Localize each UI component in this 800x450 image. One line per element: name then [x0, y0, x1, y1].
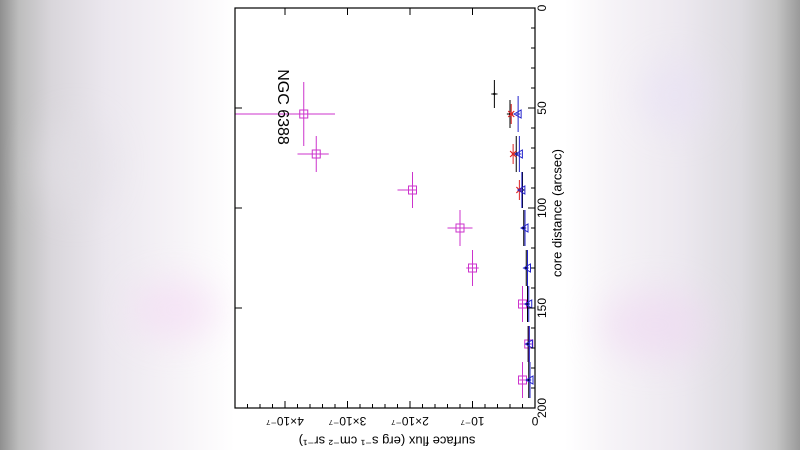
data-point	[516, 185, 526, 195]
background-left	[0, 0, 235, 450]
data-series	[507, 104, 523, 200]
data-point	[522, 263, 531, 273]
data-point	[493, 92, 496, 96]
y-tick-label: 3×10⁻⁷	[329, 414, 367, 428]
data-point	[509, 150, 517, 158]
x-axis-label: core distance (arcsec)	[549, 149, 564, 277]
chart-title: NGC 6388	[274, 69, 291, 145]
x-tick-label: 0	[535, 4, 549, 11]
background-blur	[40, 120, 110, 210]
y-tick-label: 0	[531, 414, 538, 428]
y-tick-label: 10⁻⁷	[460, 414, 484, 428]
data-point	[524, 339, 533, 349]
chart-marks	[235, 80, 534, 398]
background-blur	[640, 60, 710, 130]
data-point	[507, 110, 515, 118]
x-tick-label: 100	[535, 198, 549, 218]
chart-background	[235, 0, 565, 450]
data-point	[513, 109, 522, 119]
data-point	[524, 375, 534, 385]
y-tick-label: 2×10⁻⁷	[391, 414, 429, 428]
x-tick-label: 200	[535, 398, 549, 418]
data-point	[299, 109, 309, 119]
data-point	[311, 149, 321, 159]
y-axis-label: surface flux (erg s⁻¹ cm⁻² sr⁻¹)	[299, 434, 476, 449]
x-tick-label: 150	[535, 298, 549, 318]
x-tick-label: 50	[535, 101, 549, 115]
data-series	[513, 96, 534, 398]
background-blur	[130, 280, 220, 340]
y-tick-label: 4×10⁻⁷	[266, 414, 304, 428]
data-series	[235, 82, 534, 398]
data-point	[523, 299, 533, 309]
data-point	[468, 263, 477, 273]
data-point	[455, 223, 465, 233]
data-point	[519, 223, 529, 233]
data-point	[408, 185, 417, 195]
background-blur	[600, 290, 710, 360]
data-point	[514, 149, 523, 159]
